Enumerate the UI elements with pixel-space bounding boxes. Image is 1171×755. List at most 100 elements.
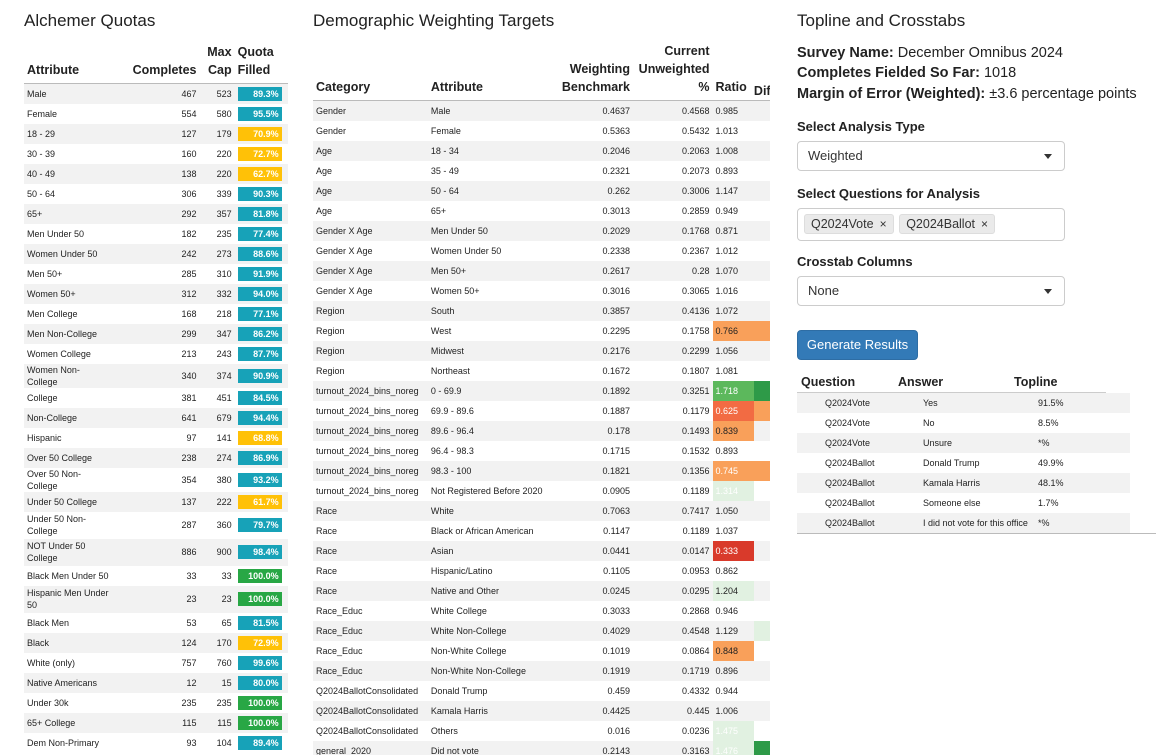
questions-multiselect[interactable]: Q2024Vote × Q2024Ballot × [797,208,1065,241]
weight-unweighted: 0.0236 [681,726,710,736]
weight-benchmark: 0.4029 [556,621,633,641]
remove-tag-icon[interactable]: × [981,217,989,231]
col-attribute[interactable]: Attribute [24,42,113,84]
topline-question: Q2024Ballot [825,498,875,508]
quota-completes: 23 [112,585,200,613]
table-row: Black Men Under 50 33 33 100.0% [24,566,288,586]
remove-tag-icon[interactable]: × [879,217,887,231]
table-row: Race Native and Other 0.0245 0.0295 1.204 [313,581,770,601]
table-row: turnout_2024_bins_noreg 0 - 69.9 0.1892 0.3… [313,381,770,401]
quota-attribute: Native Americans [24,672,113,693]
col-attribute-w[interactable]: Attribute [427,42,557,101]
table-row: Men Under 50 182 235 77.4% [24,224,288,244]
crosstab-select[interactable]: None [797,276,1065,306]
weight-category: Race [316,526,338,536]
col-completes[interactable]: Completes [112,42,200,84]
weight-category: Gender X Age [316,246,373,256]
quota-completes: 757 [181,657,197,668]
quota-attribute: Women Under 50 [24,243,113,264]
weight-ratio: 1.072 [712,301,754,321]
quota-filled-bar: 98.4% [237,545,282,559]
quota-max-cap: 332 [199,283,235,304]
weight-ratio: 1.081 [715,366,739,376]
weight-attribute: White [427,501,557,521]
quota-attribute: Over 50 College [24,447,113,468]
col-unweighted[interactable]: Current Unweighted% [632,42,713,101]
table-row: turnout_2024_bins_noreg 96.4 - 98.3 0.1715… [313,441,770,461]
weight-benchmark: 0.3013 [602,206,630,216]
weight-benchmark: 0.459 [607,686,630,696]
table-row: Dem Non-Primary 93 104 89.4% [24,733,288,753]
topline-value: 91.5% [1038,398,1064,408]
quota-max-cap: 360 [216,520,232,530]
weight-category: Race [313,541,428,561]
table-row: Gender Female 0.5363 0.5432 1.013 [313,121,770,141]
generate-results-button[interactable]: Generate Results [797,330,918,360]
col-difference[interactable]: Diffe [753,42,770,101]
weight-category: turnout_2024_bins_noreg [316,406,419,416]
quota-completes: 242 [112,243,200,264]
weight-category: Gender X Age [316,286,373,296]
table-row: White (only) 757 760 99.6% [24,653,288,673]
weight-attribute: Female [430,126,461,136]
quota-filled-bar: 100.0% [237,592,282,606]
quota-attribute: Men College [27,308,78,319]
quotas-table: Attribute Completes Max Cap Quota Filled M… [24,42,288,753]
quota-filled-cell: 61.7% [234,491,288,512]
quota-max-cap: 243 [216,348,232,359]
weight-attribute: Men Under 50 [427,221,557,241]
table-row: Under 50 Non-College 287 360 79.7% [24,512,288,539]
quota-filled-cell: 87.7% [235,344,288,364]
weight-category: Race_Educ [313,661,428,681]
quota-attribute: Under 50 Non-College [27,514,87,536]
weight-attribute: 18 - 34 [427,141,557,161]
col-question[interactable]: Question [801,375,856,389]
weight-benchmark: 0.0441 [556,541,633,561]
weight-difference [754,121,770,141]
weight-difference [754,441,770,461]
weight-ratio: 1.129 [712,621,754,641]
col-ratio[interactable]: Ratio [712,42,754,101]
weight-ratio: 0.896 [712,661,754,681]
table-row: Over 50 College 238 274 86.9% [24,447,288,468]
quota-max-cap: 235 [216,228,232,239]
quotas-panel: Attribute Completes Max Cap Quota Filled M… [24,42,288,755]
quota-completes: 467 [112,83,200,104]
weight-category: general_2020 [313,741,428,755]
quota-attribute: Dem Non-Primary [27,737,100,748]
weight-unweighted: 0.4568 [632,100,713,121]
weight-category: turnout_2024_bins_noreg [313,381,428,401]
weight-category: Region [313,301,428,321]
weight-unweighted: 0.1356 [632,461,713,481]
quota-filled-cell: 77.4% [235,224,288,244]
quota-filled-cell: 91.9% [235,264,288,284]
table-row: Race Black or African American 0.1147 0.118… [313,521,770,541]
col-quota-filled[interactable]: Quota Filled [234,42,288,84]
quota-filled-cell: 90.3% [235,184,288,204]
weight-unweighted: 0.1493 [632,421,713,441]
weight-difference [754,641,770,661]
weight-attribute: White Non-College [427,621,557,641]
col-answer[interactable]: Answer [898,375,944,389]
quota-filled-cell: 81.5% [235,613,288,633]
col-max-cap[interactable]: Max Cap [199,42,235,84]
col-benchmark[interactable]: Weighting Benchmark [556,42,633,101]
col-category[interactable]: Category [313,42,428,101]
quota-filled-cell: 90.9% [234,363,288,388]
table-row: 30 - 39 160 220 72.7% [24,144,288,164]
weight-category: Age [316,206,333,216]
analysis-type-label: Select Analysis Type [797,119,925,134]
weight-unweighted: 0.0953 [681,566,710,576]
weight-ratio: 1.016 [715,286,739,296]
table-row: Non-College 641 679 94.4% [24,407,288,428]
table-row: Over 50 Non-College 354 380 93.2% [24,468,288,492]
quota-attribute: Under 30k [27,697,69,708]
weight-unweighted: 0.2299 [632,341,713,361]
quota-filled-bar: 81.5% [237,615,282,630]
quota-filled-cell: 100.0% [235,566,288,586]
col-topline[interactable]: Topline [1014,375,1058,389]
quota-attribute: 65+ [24,203,113,224]
weight-unweighted: 0.1768 [632,221,713,241]
analysis-type-select[interactable]: Weighted [797,141,1065,171]
table-row: College 381 451 84.5% [24,388,288,408]
